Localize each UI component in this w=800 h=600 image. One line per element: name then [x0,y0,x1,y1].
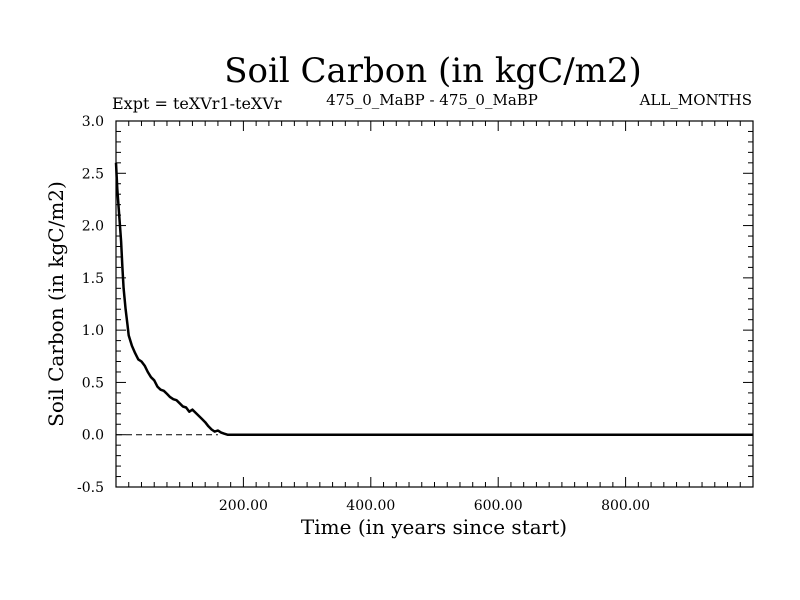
period-label: 475_0_MaBP - 475_0_MaBP [326,91,538,109]
series-line-soil-carbon [114,162,753,436]
y-tick-label: 0.0 [82,428,104,444]
y-tick-label: 1.0 [82,323,104,339]
y-axis-ticks: -0.5 0.0 0.5 1.0 1.5 2.0 2.5 3.0 [77,114,753,496]
y-tick-label: 2.5 [82,166,104,182]
y-tick-label: 1.5 [82,271,104,287]
x-tick-label: 600.00 [474,498,523,514]
x-tick-label: 800.00 [601,498,650,514]
plot-frame [115,120,754,488]
x-axis-label: Time (in years since start) [301,515,567,539]
x-tick-label: 400.00 [346,498,395,514]
months-label: ALL_MONTHS [639,91,752,109]
chart-title: Soil Carbon (in kgC/m2) [224,51,642,91]
y-tick-label: -0.5 [77,480,104,496]
y-axis-label: Soil Carbon (in kgC/m2) [44,181,68,427]
y-tick-label: 3.0 [82,114,104,130]
y-tick-label: 2.0 [82,219,104,235]
experiment-label: Expt = teXVr1-teXVr [112,94,282,113]
y-tick-label: 0.5 [82,375,104,391]
x-tick-label: 200.00 [219,498,268,514]
plot-area: 200.00 400.00 600.00 800.00 -0.5 0.0 0.5 1.0 1.… [77,114,754,514]
x-axis-ticks: 200.00 400.00 600.00 800.00 [115,121,754,514]
